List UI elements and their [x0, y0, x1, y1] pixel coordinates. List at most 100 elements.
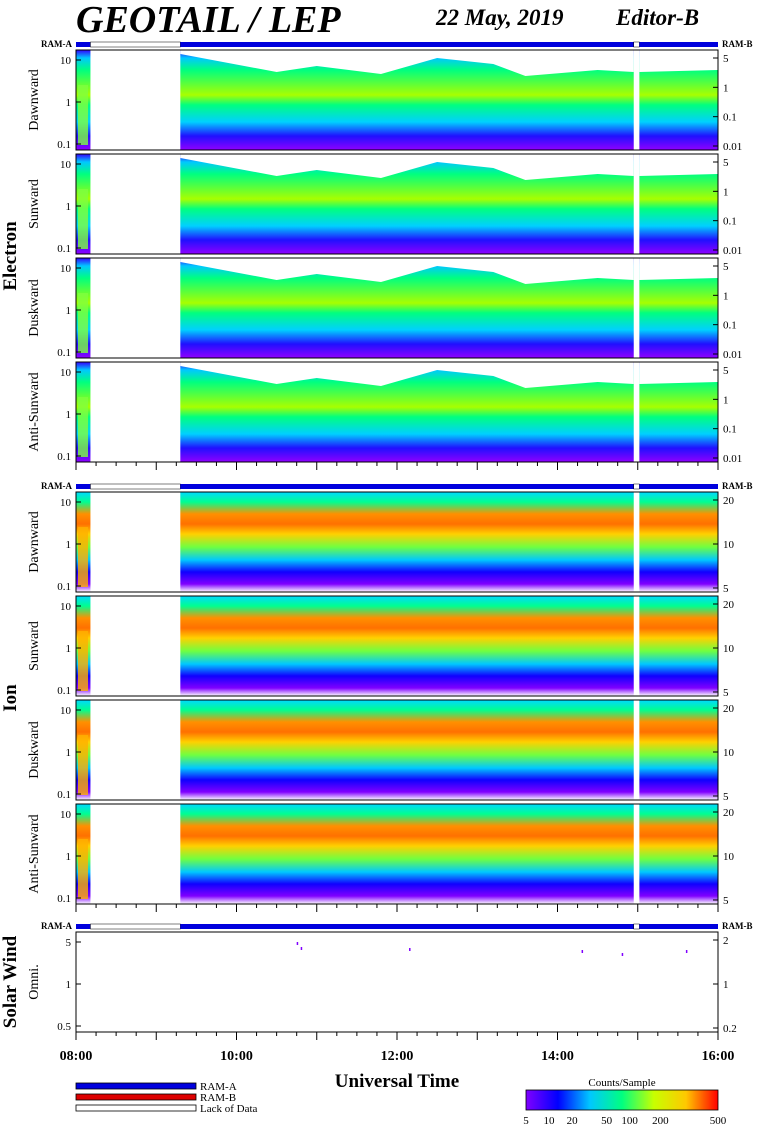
left-tick-label: 1 — [66, 747, 72, 759]
left-tick-label: 0.1 — [57, 243, 71, 255]
left-tick-label: 0.1 — [57, 451, 71, 463]
legend-swatch — [75, 1082, 197, 1090]
right-tick-label: 10 — [723, 539, 735, 551]
data-gap — [90, 492, 181, 592]
ram-label-left: RAM-A — [41, 39, 72, 49]
colorbar-tick-label: 50 — [601, 1115, 613, 1127]
panel-frame — [75, 699, 719, 801]
right-tick-label: 0.1 — [723, 216, 737, 228]
right-tick-label: 20 — [723, 599, 735, 611]
right-tick-label: 0.01 — [723, 141, 742, 153]
left-tick-label: 1 — [66, 643, 72, 655]
data-gap — [90, 804, 181, 904]
colorbar-bar — [525, 1089, 719, 1111]
x-tick-label: 12:00 — [381, 1049, 414, 1064]
panel-label: Duskward — [27, 279, 42, 337]
right-tick-label: 5 — [723, 583, 729, 595]
colorbar: Counts/Sample 5 10 20 50 100 200 500 — [523, 1077, 727, 1127]
left-tick-label: 0.1 — [57, 347, 71, 359]
spectrogram-fill — [76, 492, 718, 592]
right-tick-label: 10 — [723, 851, 735, 863]
panel-frame — [75, 491, 719, 593]
colorbar-tick-label: 100 — [621, 1115, 638, 1127]
left-tick-label: 10 — [60, 705, 72, 717]
legend-label: RAM-B — [200, 1092, 236, 1104]
right-tick-label: 1 — [723, 394, 729, 406]
data-gap — [633, 492, 640, 592]
panel-frame — [75, 257, 719, 359]
right-tick-label: 20 — [723, 495, 735, 507]
data-point — [409, 948, 411, 951]
early-burst — [78, 631, 88, 691]
data-gap — [633, 596, 640, 696]
left-tick-label: 10 — [60, 809, 72, 821]
panel-frame — [75, 595, 719, 697]
ram-label-right: RAM-B — [722, 481, 753, 491]
right-tick-label: 1 — [723, 979, 729, 991]
left-tick-label: 10 — [60, 367, 72, 379]
envelope-mask — [639, 258, 718, 280]
right-tick-label: 20 — [723, 807, 735, 819]
ram-bar-segment — [180, 42, 634, 47]
panel-label: Duskward — [27, 721, 42, 779]
spectrogram-fill — [76, 596, 718, 696]
right-tick-label: 5 — [723, 791, 729, 803]
data-gap — [90, 362, 181, 462]
ram-label-right: RAM-B — [722, 39, 753, 49]
left-tick-label: 10 — [60, 159, 72, 171]
left-tick-label: 0.1 — [57, 139, 71, 151]
colorbar-tick-label: 200 — [652, 1115, 669, 1127]
left-tick-label: 1 — [66, 201, 72, 213]
left-tick-label: 1 — [66, 305, 72, 317]
envelope-mask — [180, 50, 634, 76]
data-point — [621, 953, 624, 956]
envelope-mask — [639, 362, 718, 384]
spectrogram-fill — [76, 804, 718, 904]
right-tick-label: 1 — [723, 186, 729, 198]
ram-label-left: RAM-A — [41, 921, 72, 931]
left-tick-label: 0.1 — [57, 893, 71, 905]
title: GEOTAIL / LEP — [76, 0, 341, 41]
left-tick-label: 1 — [66, 539, 72, 551]
envelope-mask — [180, 258, 634, 284]
data-gap — [633, 50, 640, 150]
ram-bar-gap — [633, 923, 640, 930]
editor: Editor-B — [615, 5, 699, 30]
panel-label: Anti-Sunward — [27, 372, 42, 451]
colorbar-tick-label: 5 — [523, 1115, 529, 1127]
left-tick-label: 10 — [60, 497, 72, 509]
legend-label: Lack of Data — [200, 1103, 258, 1115]
right-tick-label: 0.01 — [723, 453, 742, 465]
legend-swatch — [75, 1104, 197, 1112]
right-tick-label: 10 — [723, 747, 735, 759]
ram-bar-segment — [76, 484, 91, 489]
group-label: Ion — [0, 684, 21, 712]
right-tick-label: 0.01 — [723, 349, 742, 361]
left-tick-label: 10 — [60, 601, 72, 613]
data-gap — [90, 50, 181, 150]
right-tick-label: 20 — [723, 703, 735, 715]
ram-bar-segment — [76, 42, 91, 47]
early-burst — [78, 189, 88, 249]
envelope-mask — [639, 154, 718, 176]
panel-frame — [75, 931, 719, 1033]
right-tick-label: 2 — [723, 935, 729, 947]
legend-label: RAM-A — [200, 1081, 237, 1093]
data-gap — [633, 154, 640, 254]
spectrogram-fill — [76, 700, 718, 800]
ram-bar-gap — [90, 923, 181, 930]
panel-label: Omni. — [27, 964, 42, 999]
x-axis-label: Universal Time — [335, 1071, 459, 1092]
right-tick-label: 5 — [723, 365, 729, 377]
right-tick-label: 0.01 — [723, 245, 742, 257]
right-tick-label: 5 — [723, 53, 729, 65]
left-tick-label: 0.1 — [57, 789, 71, 801]
left-tick-label: 0.5 — [57, 1021, 71, 1033]
x-axis: 08:00 10:00 12:00 14:00 16:00 — [60, 1049, 735, 1064]
left-tick-label: 10 — [60, 263, 72, 275]
data-gap — [633, 700, 640, 800]
data-point — [300, 947, 303, 950]
right-tick-label: 0.1 — [723, 424, 737, 436]
right-tick-label: 5 — [723, 687, 729, 699]
